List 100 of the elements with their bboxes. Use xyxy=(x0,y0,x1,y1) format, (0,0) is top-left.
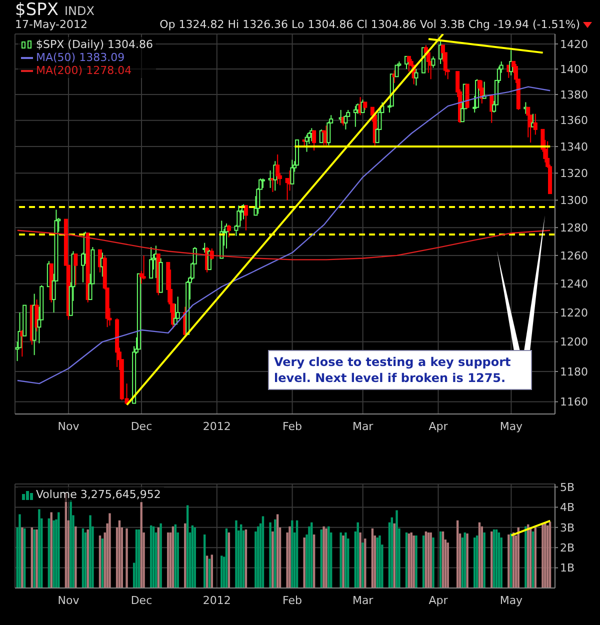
y-tick-label: 1340 xyxy=(560,140,588,154)
bar xyxy=(492,529,496,588)
bar xyxy=(446,542,449,588)
bar xyxy=(33,529,36,588)
y-tick-label: 1280 xyxy=(560,221,588,234)
bar xyxy=(150,525,152,588)
bar xyxy=(548,522,552,588)
y-tick-label: 1320 xyxy=(560,167,588,180)
y-tick-label: 1360 xyxy=(560,114,588,128)
bar xyxy=(312,534,316,588)
bar xyxy=(362,542,364,588)
y-tick-label: 4B xyxy=(560,501,575,514)
bar xyxy=(408,533,410,588)
chart-subtitle: INDX xyxy=(64,4,94,18)
bar xyxy=(206,556,208,588)
bar xyxy=(135,529,138,588)
x-tick-label: Apr xyxy=(428,594,448,607)
bar xyxy=(303,538,306,588)
candlestick xyxy=(312,130,316,151)
bar xyxy=(393,523,396,588)
bar xyxy=(126,528,128,588)
bar xyxy=(48,518,50,588)
bar xyxy=(532,531,534,588)
x-tick-label: 2012 xyxy=(202,420,231,433)
y-tick-label: 1B xyxy=(560,562,575,575)
bar xyxy=(320,529,322,588)
x-tick-label: May xyxy=(500,594,524,607)
bar xyxy=(546,525,549,588)
bar xyxy=(257,526,260,588)
bar xyxy=(225,528,228,588)
x-tick-label: 2012 xyxy=(202,594,231,607)
bar xyxy=(474,538,476,588)
candlestick xyxy=(142,254,146,280)
x-tick-label: Apr xyxy=(428,420,448,433)
bar xyxy=(220,556,223,588)
bar xyxy=(244,529,248,588)
bar xyxy=(18,514,21,588)
bar xyxy=(98,535,102,588)
legend-label: MA(50) 1383.09 xyxy=(36,51,125,64)
legend-label: $SPX (Daily) 1304.86 xyxy=(36,38,154,51)
annotation: Very close to testing a key support level. Next level if broken is 1275. xyxy=(268,350,532,390)
bar xyxy=(101,538,104,588)
bar xyxy=(308,526,310,588)
bar xyxy=(82,528,84,588)
y-tick-label: 1400 xyxy=(560,62,588,76)
x-tick-label: May xyxy=(500,420,524,433)
bar xyxy=(36,529,38,588)
bar xyxy=(466,533,468,588)
candlestick xyxy=(260,178,265,188)
bar xyxy=(191,525,194,588)
bar xyxy=(508,534,510,588)
bar xyxy=(272,531,274,588)
bar xyxy=(140,502,142,588)
candlestick xyxy=(244,205,248,231)
bar xyxy=(86,529,89,588)
bar xyxy=(325,528,328,588)
bar xyxy=(310,522,313,588)
y-tick-label: 1260 xyxy=(560,249,588,262)
bar xyxy=(70,500,72,588)
bar xyxy=(208,558,211,588)
bar xyxy=(21,527,24,588)
bar xyxy=(172,526,174,588)
line-series xyxy=(16,86,551,384)
bar xyxy=(288,526,291,588)
x-tick-label: Mar xyxy=(352,420,374,433)
bar xyxy=(228,532,230,588)
candlestick xyxy=(353,106,358,128)
candlestick xyxy=(414,68,418,86)
bar xyxy=(58,512,60,588)
bar xyxy=(344,532,347,588)
y-tick-label: 1420 xyxy=(560,38,588,51)
bar xyxy=(480,526,483,588)
candlestick xyxy=(226,224,231,238)
bar xyxy=(405,532,408,588)
bar xyxy=(328,526,330,588)
bar xyxy=(390,517,393,588)
x-tick-label: Dec xyxy=(130,420,152,433)
chart-title: $SPX xyxy=(15,0,59,20)
x-tick-label: Feb xyxy=(282,594,302,607)
bar xyxy=(498,532,500,588)
bar xyxy=(160,523,162,588)
bar xyxy=(296,520,298,588)
bar xyxy=(24,528,26,588)
y-tick-label: 5B xyxy=(560,480,575,494)
candlestick xyxy=(74,254,78,286)
bar xyxy=(534,527,537,588)
bar xyxy=(430,532,432,588)
legend-label: Volume 3,275,645,952 xyxy=(36,488,161,501)
bar xyxy=(378,535,381,588)
bar xyxy=(356,522,359,588)
bar xyxy=(235,520,238,588)
bar xyxy=(483,532,486,588)
bar xyxy=(376,538,378,588)
candlestick xyxy=(344,114,348,130)
text: 17-May-2012 xyxy=(15,18,88,31)
y-tick-label: 3B xyxy=(560,521,575,534)
bar xyxy=(456,520,459,588)
bar xyxy=(340,532,342,588)
text: Op 1324.82 Hi 1326.36 Lo 1304.86 Cl 1304.86 Vol 3.3B Chg -19.94 (-1.51%) xyxy=(160,18,580,31)
x-tick-label: Dec xyxy=(130,594,152,607)
